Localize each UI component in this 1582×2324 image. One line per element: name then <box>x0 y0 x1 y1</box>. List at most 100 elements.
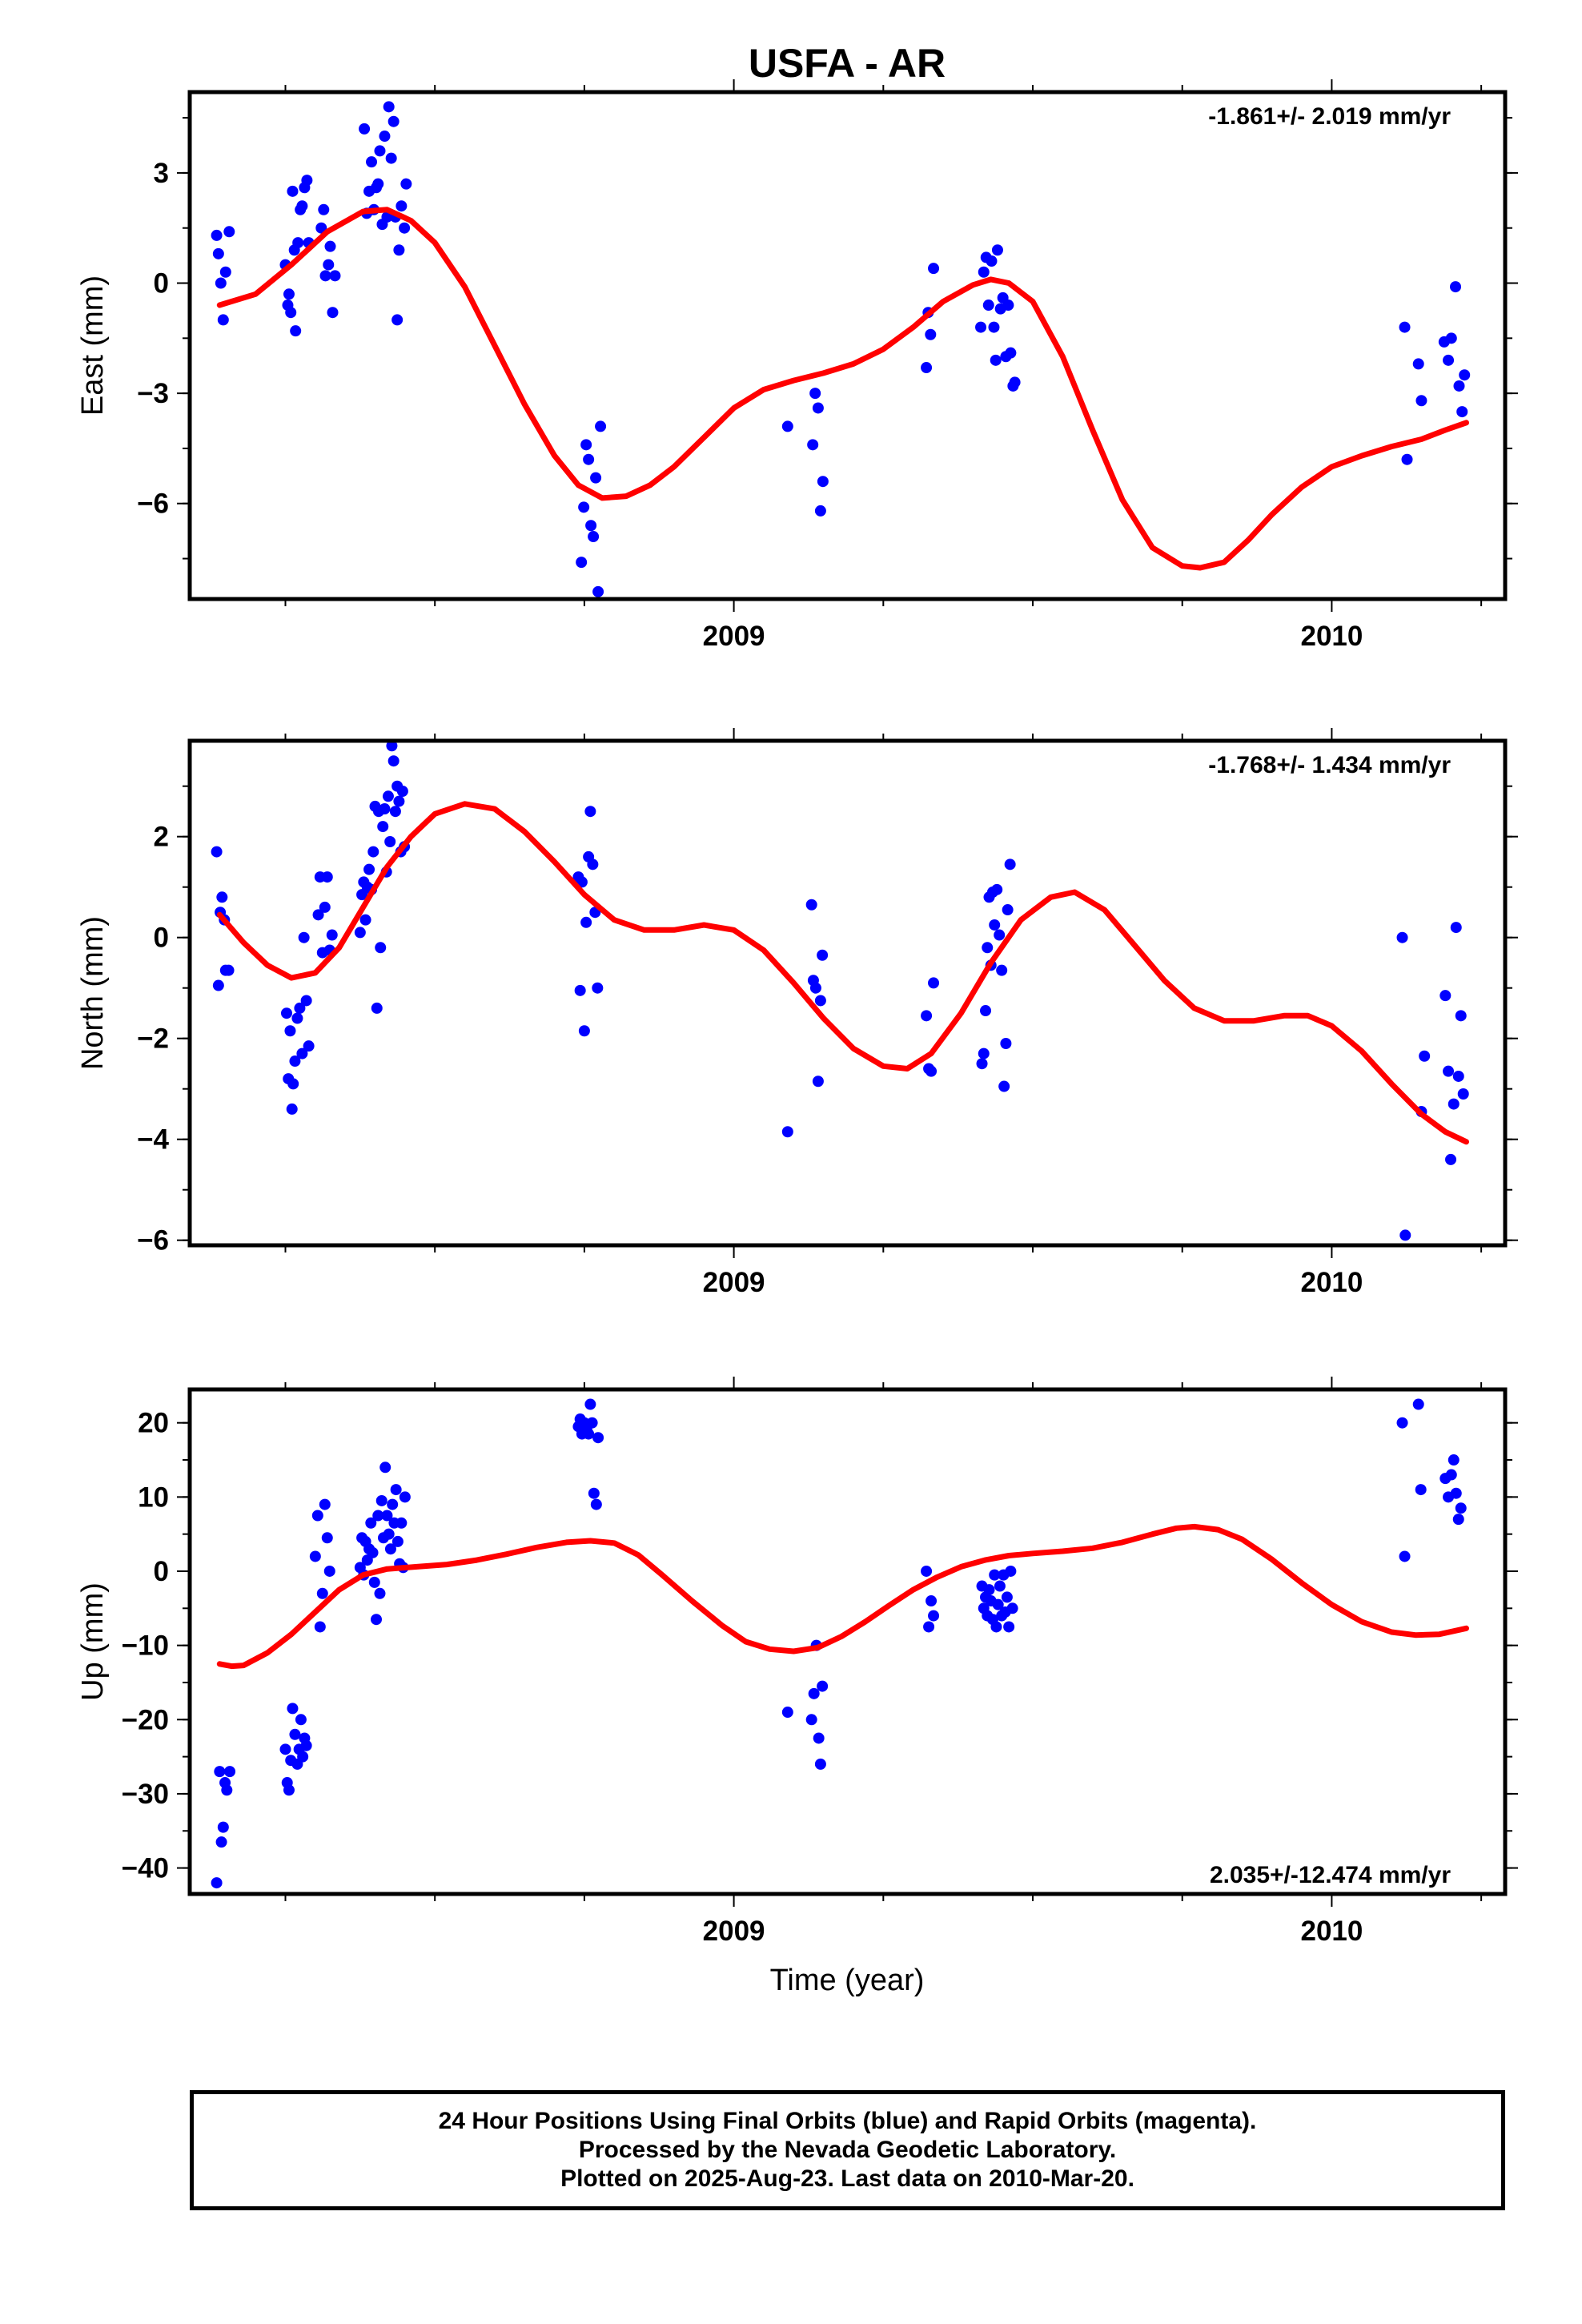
data-point <box>374 145 386 157</box>
data-point <box>391 1535 404 1547</box>
y-tick-label: 0 <box>154 923 169 954</box>
y-tick-label: −3 <box>137 378 169 409</box>
data-point <box>223 964 235 976</box>
y-axis-label: Up (mm) <box>76 1582 110 1701</box>
data-point <box>290 325 302 337</box>
data-point <box>385 152 397 164</box>
data-point <box>324 240 336 252</box>
data-point <box>928 263 940 275</box>
data-point <box>383 101 395 113</box>
caption-line-3: Plotted on 2025-Aug-23. Last data on 201… <box>560 2165 1134 2192</box>
data-point <box>375 942 387 954</box>
data-point <box>211 229 223 241</box>
data-point <box>809 388 821 400</box>
data-point <box>1415 1484 1427 1496</box>
data-point <box>994 1580 1006 1592</box>
data-point <box>990 354 1002 366</box>
data-point <box>375 1494 387 1506</box>
data-points <box>211 1398 1467 1889</box>
data-point <box>1000 1038 1012 1049</box>
data-point <box>359 914 371 926</box>
data-point <box>994 929 1006 941</box>
data-point <box>303 1040 315 1052</box>
data-point <box>1447 1454 1460 1466</box>
data-point <box>283 288 295 300</box>
data-point <box>817 476 829 488</box>
data-point <box>1002 904 1014 916</box>
y-tick-label: −6 <box>137 1225 169 1256</box>
data-point <box>284 1025 296 1037</box>
x-tick-label: 2010 <box>1300 1267 1363 1298</box>
plot-frame <box>187 1387 1508 1896</box>
data-point <box>371 1002 383 1014</box>
data-point <box>586 1417 598 1429</box>
data-point <box>928 977 940 989</box>
data-point <box>1455 1010 1467 1022</box>
data-point <box>359 123 371 135</box>
data-point <box>1455 1502 1467 1514</box>
data-point <box>383 1528 395 1540</box>
x-tick-label: 2009 <box>703 1267 765 1298</box>
data-point <box>319 270 331 282</box>
data-point <box>978 266 990 278</box>
x-axis-label: Time (year) <box>770 1964 925 1997</box>
data-point <box>291 1012 303 1024</box>
y-axis-label: East (mm) <box>76 275 110 416</box>
data-point <box>978 1047 990 1059</box>
data-point <box>323 1565 335 1577</box>
data-point <box>212 247 224 259</box>
data-point <box>590 472 602 484</box>
y-tick-label: 20 <box>138 1408 169 1439</box>
data-point <box>814 995 826 1007</box>
data-point <box>287 185 299 197</box>
data-point <box>387 1498 399 1510</box>
data-point <box>214 1766 226 1778</box>
data-point <box>319 1498 331 1510</box>
data-point <box>1399 1229 1411 1241</box>
data-point <box>1009 376 1021 388</box>
data-point <box>980 1005 992 1017</box>
data-point <box>211 1877 223 1889</box>
data-point <box>1006 1602 1018 1614</box>
plot-frame <box>187 738 1508 1248</box>
y-tick-label: 10 <box>138 1482 169 1513</box>
data-point <box>991 244 1003 256</box>
data-point <box>318 203 330 215</box>
caption-line-1: 24 Hour Positions Using Final Orbits (bl… <box>438 2108 1257 2134</box>
y-tick-label: 2 <box>154 822 169 853</box>
data-point <box>377 821 389 833</box>
data-point <box>393 244 405 256</box>
data-point <box>1396 931 1408 943</box>
data-point <box>1445 332 1457 344</box>
data-point <box>1001 1591 1013 1603</box>
data-point <box>925 328 937 340</box>
data-point <box>1456 406 1468 418</box>
data-point <box>814 505 826 517</box>
data-point <box>1443 1065 1455 1077</box>
data-point <box>311 1510 323 1522</box>
data-point <box>292 237 304 249</box>
data-point <box>991 883 1003 895</box>
figure-title: USFA - AR <box>749 41 946 86</box>
data-point <box>393 795 405 807</box>
data-point <box>921 1565 933 1577</box>
data-point <box>224 1766 236 1778</box>
data-point <box>301 175 313 187</box>
data-point <box>354 927 366 939</box>
data-point <box>329 270 341 282</box>
data-point <box>387 755 400 767</box>
data-point <box>295 1714 307 1726</box>
y-tick-label: 3 <box>154 158 169 189</box>
data-point <box>384 836 396 847</box>
data-point <box>289 1055 301 1068</box>
data-point <box>1399 321 1411 333</box>
data-point <box>817 949 829 961</box>
data-point <box>396 1517 408 1529</box>
data-point <box>990 1621 1002 1633</box>
data-point <box>390 1484 402 1496</box>
data-point <box>1452 1070 1464 1082</box>
data-points <box>211 101 1471 597</box>
data-point <box>926 1595 938 1607</box>
y-tick-label: −20 <box>122 1704 169 1735</box>
data-point <box>321 871 333 883</box>
